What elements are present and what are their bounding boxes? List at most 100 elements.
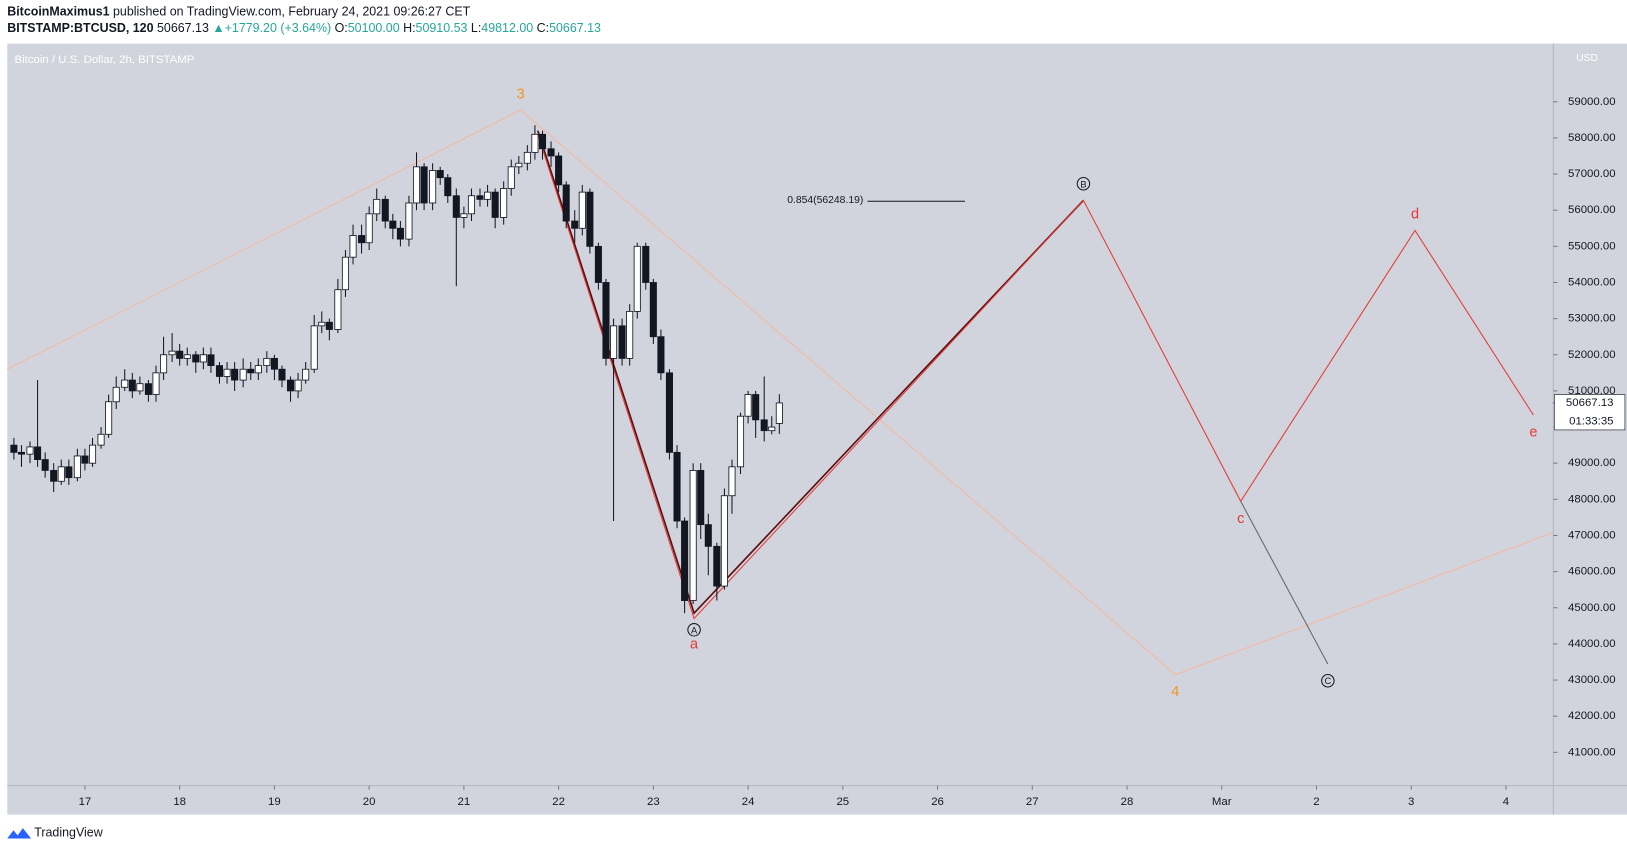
- candle-body: [10, 444, 18, 453]
- candle-body: [412, 166, 421, 204]
- chart-title: Bitcoin / U.S. Dollar, 2h, BITSTAMP: [15, 54, 195, 66]
- candle-body: [452, 195, 460, 218]
- y-tick-label: 52000.00: [1568, 349, 1616, 361]
- candle-body: [626, 310, 634, 359]
- y-tick-label: 53000.00: [1568, 313, 1616, 325]
- wave-line: [537, 134, 1534, 620]
- candle-body: [136, 383, 144, 392]
- candle-body: [207, 354, 215, 367]
- candle-body: [57, 466, 65, 482]
- candle-body: [341, 256, 349, 291]
- candle-body: [571, 220, 579, 229]
- candle-body: [610, 325, 618, 359]
- candle-body: [365, 213, 373, 244]
- wave-label: c: [1237, 511, 1244, 527]
- candle-body: [105, 401, 113, 435]
- currency: USD: [1576, 53, 1598, 64]
- wave-label-text: 4: [1171, 684, 1179, 700]
- wave-label-text: 3: [517, 86, 525, 102]
- y-tick-label: 43000.00: [1568, 674, 1616, 686]
- label-circle: [1076, 177, 1091, 191]
- footer-logo[interactable]: TradingView: [7, 826, 104, 840]
- y-tick-label: 47000.00: [1568, 529, 1616, 541]
- candle-body: [736, 415, 745, 468]
- candle-body: [73, 455, 81, 479]
- candle-body: [160, 354, 168, 374]
- candle-body: [689, 470, 697, 601]
- x-tick-label: 21: [458, 796, 471, 808]
- candle-body: [500, 188, 508, 218]
- wave-label: B: [1076, 177, 1091, 191]
- candle-body: [594, 245, 602, 283]
- candle-body: [515, 162, 523, 168]
- candle-body: [752, 394, 760, 421]
- wave-label: A: [687, 623, 701, 637]
- candle-body: [396, 227, 404, 240]
- x-tick-label: 22: [552, 796, 565, 808]
- candle-body: [239, 368, 247, 381]
- y-tick-label: 59000.00: [1568, 96, 1616, 108]
- ohlc-c-key: C:: [537, 21, 549, 35]
- last-price-box: [1554, 394, 1626, 431]
- x-tick-label: 17: [79, 796, 92, 808]
- header-line: BitcoinMaximus1 published on TradingView…: [7, 5, 470, 19]
- change: +1779.20 (+3.64%): [225, 21, 331, 35]
- candle-body: [81, 455, 89, 464]
- candle-body: [199, 354, 207, 363]
- wave-label-text: d: [1411, 207, 1419, 223]
- candle-body: [349, 235, 357, 258]
- candle-body: [389, 220, 397, 229]
- wave-line: [7, 109, 1554, 676]
- candle-body: [34, 446, 42, 460]
- candle-body: [657, 336, 665, 374]
- candle-body: [436, 170, 444, 179]
- candle-body: [294, 379, 302, 392]
- candle-body: [460, 213, 468, 218]
- candle-body: [112, 386, 120, 403]
- candle-body: [633, 245, 641, 312]
- candle-body: [405, 202, 413, 240]
- published: published on TradingView.com, February 2…: [113, 5, 471, 19]
- candle-body: [720, 495, 728, 587]
- candle-body: [223, 368, 231, 377]
- candle-body: [665, 372, 673, 453]
- candle-body: [728, 466, 736, 497]
- candle-body: [270, 357, 278, 370]
- candle-body: [17, 451, 26, 455]
- candle-body: [263, 357, 271, 367]
- candle-body: [128, 379, 136, 392]
- author[interactable]: BitcoinMaximus1: [7, 5, 109, 19]
- x-tick-label: 24: [742, 796, 755, 808]
- logo-icon: [7, 828, 32, 839]
- wave-label-text: A: [691, 625, 698, 635]
- candle-body: [586, 191, 594, 247]
- wave-label: a: [690, 636, 699, 652]
- candle-body: [278, 368, 286, 381]
- countdown: 01:33:35: [1569, 416, 1613, 428]
- candle-body: [215, 365, 223, 377]
- label-circle: [687, 623, 701, 637]
- candle-body: [168, 350, 176, 356]
- x-tick-label: 2: [1313, 796, 1319, 808]
- candle-body: [681, 520, 689, 601]
- candle-body: [649, 282, 657, 338]
- candle-body: [65, 466, 73, 479]
- ohlc-c: 50667.13: [549, 21, 601, 35]
- candle-body: [325, 321, 333, 330]
- candle-body: [467, 195, 475, 215]
- candle-body: [358, 235, 366, 244]
- candle-body: [26, 446, 34, 455]
- candle-body: [673, 451, 681, 522]
- y-tick-label: 41000.00: [1568, 746, 1616, 758]
- wave-label-text: B: [1080, 179, 1086, 189]
- y-tick-label: 46000.00: [1568, 566, 1616, 578]
- candle-body: [144, 383, 152, 395]
- x-tick-label: 23: [647, 796, 660, 808]
- candle-body: [88, 444, 97, 464]
- ohlc-o-key: O:: [335, 21, 348, 35]
- y-tick-label: 42000.00: [1568, 710, 1616, 722]
- x-tick-label: 28: [1121, 796, 1134, 808]
- last-price-label: 50667.13: [1566, 397, 1614, 409]
